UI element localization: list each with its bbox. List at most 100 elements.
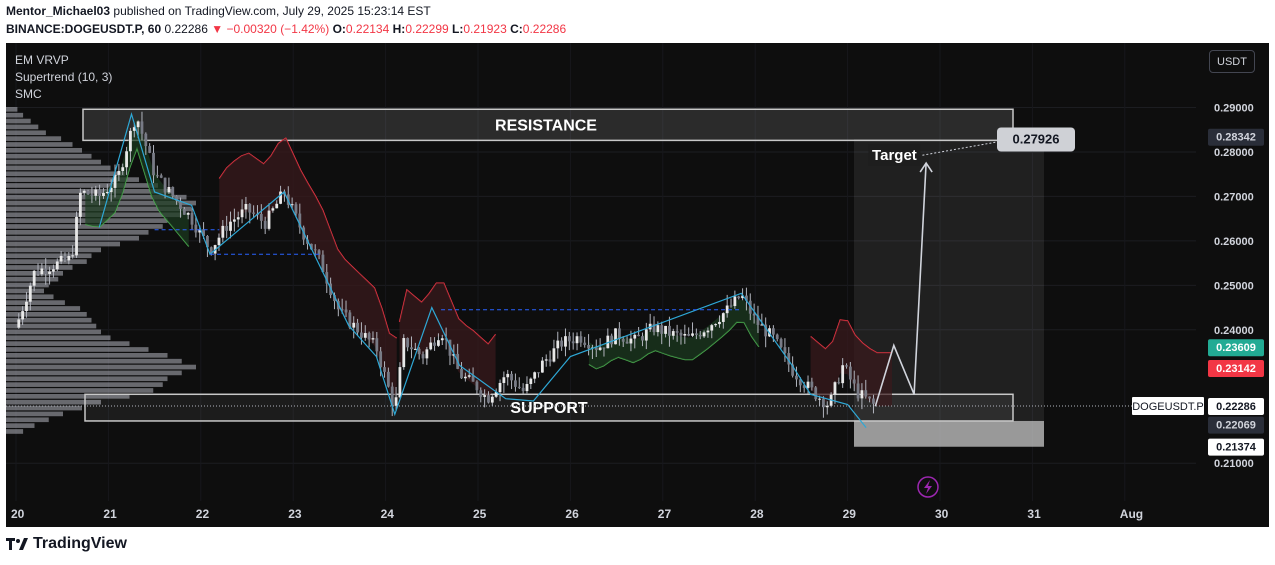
candle-body	[248, 203, 252, 213]
candle-body	[494, 392, 498, 397]
candle-body	[379, 351, 383, 368]
candle-body	[390, 386, 394, 406]
candle-body	[21, 311, 25, 320]
open-label: O:	[332, 22, 346, 36]
volume-bar	[6, 306, 81, 311]
candle-body	[152, 152, 155, 176]
candle-body	[487, 395, 490, 403]
candle-body	[437, 340, 440, 346]
candle-body	[548, 359, 552, 362]
candle-body	[236, 217, 240, 220]
brand-name: TradingView	[33, 535, 127, 552]
low-label: L:	[452, 22, 464, 36]
candle-body	[502, 377, 506, 383]
candle-body	[760, 324, 764, 326]
resistance-label: RESISTANCE	[495, 117, 597, 134]
indicator-vrvp[interactable]: EM VRVP	[15, 53, 69, 67]
candle-body	[159, 175, 163, 178]
candle-body	[698, 334, 702, 337]
candle-body	[202, 229, 205, 236]
indicator-smc[interactable]: SMC	[15, 87, 42, 101]
chart-panel[interactable]: RESISTANCE SUPPORT Target 0.27926 0.29000 0…	[6, 43, 1269, 527]
candle-body	[841, 365, 845, 384]
candle-body	[537, 372, 540, 374]
supertrend-fill	[588, 300, 759, 369]
candle-body	[467, 375, 471, 377]
candle-body	[733, 296, 737, 307]
volume-bar	[6, 165, 111, 171]
candle-body	[656, 325, 660, 333]
candle-body	[602, 347, 606, 349]
candle-body	[460, 368, 463, 379]
candle-body	[186, 212, 190, 215]
candle-body	[82, 190, 86, 193]
volume-bar	[6, 417, 49, 423]
candle-body	[856, 383, 860, 399]
candle-body	[683, 333, 687, 336]
candle-body	[625, 341, 629, 344]
candle-body	[78, 192, 82, 217]
candle-body	[71, 255, 75, 257]
target-leader	[922, 141, 997, 156]
price-label-box	[1208, 438, 1264, 456]
candle-body	[471, 375, 475, 382]
candle-body	[506, 373, 510, 378]
volume-bar	[6, 429, 24, 434]
volume-bar	[6, 312, 87, 317]
candle-body	[791, 364, 795, 376]
symbol-tag: DOGEUSDT.P	[1132, 401, 1204, 413]
indicator-supertrend[interactable]: Supertrend (10, 3)	[15, 70, 113, 84]
candle-body	[822, 398, 825, 408]
supertrend	[85, 117, 892, 407]
candle-body	[356, 322, 359, 333]
volume-bar	[6, 148, 82, 153]
volume-bar	[6, 358, 182, 364]
volume-bar	[6, 382, 163, 387]
high-value: 0.22299	[405, 22, 449, 36]
price-label: 0.22069	[1216, 420, 1256, 432]
currency-button[interactable]: USDT	[1209, 50, 1255, 73]
candle-body	[410, 347, 413, 350]
symbol-name[interactable]: BINANCE:DOGEUSDT.P, 60	[6, 22, 162, 36]
candle-body	[198, 229, 202, 233]
candle-body	[852, 379, 856, 384]
candle-body	[564, 336, 567, 347]
volume-bar	[6, 399, 101, 405]
projection: Target 0.27926	[868, 127, 1075, 407]
volume-bar	[6, 224, 163, 229]
volume-bar	[6, 177, 139, 182]
candle-body	[163, 177, 167, 193]
candle-body	[668, 325, 671, 336]
zones: RESISTANCE SUPPORT	[82, 108, 1044, 447]
volume-bar	[6, 136, 62, 141]
candle-body	[671, 331, 675, 336]
candle-body	[664, 325, 667, 334]
candle-body	[479, 390, 483, 397]
candle-body	[610, 335, 614, 345]
candle-body	[490, 396, 494, 403]
projection-path	[874, 163, 927, 407]
candle-body	[540, 360, 544, 373]
candle-body	[48, 271, 51, 274]
candle-body	[556, 340, 560, 349]
footer-brand[interactable]: TradingView	[6, 535, 127, 553]
x-tick-label: 26	[565, 507, 579, 521]
candle-body	[614, 328, 617, 345]
volume-bar	[6, 323, 97, 329]
candle-body	[425, 349, 429, 359]
candle-body	[440, 338, 444, 341]
arrow-head-icon	[919, 161, 933, 173]
volume-bar	[6, 335, 111, 341]
candle-body	[117, 171, 121, 175]
candle-body	[783, 347, 787, 354]
author-name[interactable]: Mentor_Michael03	[6, 4, 111, 18]
volume-bar	[6, 411, 63, 417]
lightning-icon-bolt	[924, 480, 932, 494]
candle-body	[779, 339, 783, 348]
candle-body	[621, 338, 625, 342]
volume-bar	[6, 130, 46, 136]
candle-body	[629, 338, 633, 344]
candle-body	[232, 219, 236, 222]
candle-body	[710, 325, 714, 331]
